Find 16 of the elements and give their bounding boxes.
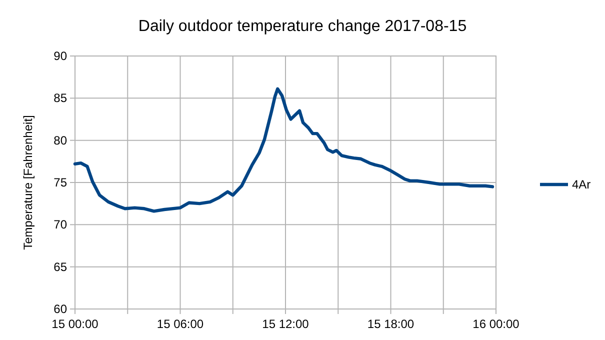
x-tick-label: 16 00:00 <box>472 317 520 331</box>
y-tick-label: 85 <box>54 91 68 106</box>
y-tick-label: 75 <box>54 176 68 190</box>
y-tick-label: 90 <box>54 49 68 63</box>
x-tick-label: 15 18:00 <box>367 317 414 331</box>
y-tick-label: 80 <box>54 133 68 148</box>
chart-title: Daily outdoor temperature change 2017-08-15 <box>138 18 467 35</box>
y-axis-title: Temperature [Fahrenheit] <box>21 115 35 250</box>
y-tick-label: 60 <box>54 302 68 316</box>
line-series <box>73 87 494 213</box>
x-tick-label: 15 06:00 <box>156 317 204 331</box>
x-tick-label: 15 12:00 <box>262 317 310 331</box>
legend-label: 4Ar <box>572 178 591 192</box>
y-tick-label: 70 <box>54 218 68 232</box>
y-tick-label: 65 <box>54 260 68 274</box>
x-tick-label: 15 00:00 <box>52 317 99 331</box>
